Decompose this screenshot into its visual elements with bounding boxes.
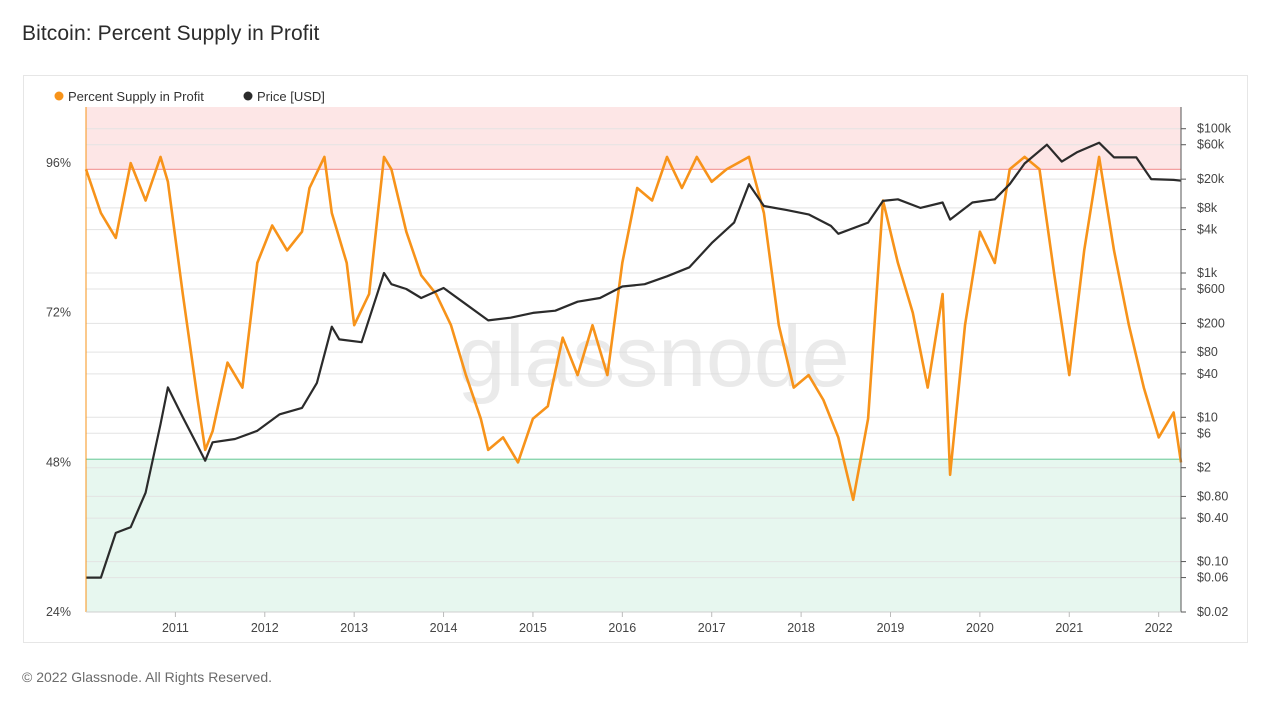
legend-marker (54, 91, 64, 101)
legend-label: Percent Supply in Profit (68, 89, 204, 104)
chart: glassnode 96% 72% 48% 24% $100k $60k $20k $8k $4… (46, 89, 1232, 635)
right-axis-tick-label: $1k (1197, 266, 1218, 280)
copyright-footer: © 2022 Glassnode. All Rights Reserved. (22, 669, 273, 685)
right-axis-tick-label: $80 (1197, 345, 1218, 359)
watermark: glassnode (457, 309, 849, 405)
x-axis-tick-label: 2011 (162, 621, 189, 635)
right-axis-tick-label: $600 (1197, 282, 1225, 296)
chart-frame: glassnode 96% 72% 48% 24% $100k $60k $20k $8k $4… (23, 75, 1248, 643)
left-axis-tick-label: 24% (46, 605, 71, 619)
right-axis-tick-label: $0.10 (1197, 555, 1228, 569)
right-axis-tick-label: $8k (1197, 201, 1218, 215)
left-axis-tick-label: 72% (46, 306, 71, 320)
right-axis-tick-label: $60k (1197, 138, 1225, 152)
left-axis-tick-label: 48% (46, 455, 71, 469)
legend-marker (243, 91, 253, 101)
right-axis-tick-label: $4k (1197, 223, 1218, 237)
x-axis-tick-label: 2022 (1145, 621, 1173, 635)
x-axis-tick-label: 2012 (251, 621, 279, 635)
x-axis-tick-label: 2014 (430, 621, 458, 635)
right-axis-tick-label: $2 (1197, 461, 1211, 475)
right-axis-tick-label: $200 (1197, 316, 1225, 330)
right-axis-tick-label: $0.80 (1197, 489, 1228, 503)
left-axis-tick-label: 96% (46, 156, 71, 170)
right-axis-tick-label: $0.02 (1197, 605, 1228, 619)
x-axis-tick-label: 2019 (877, 621, 905, 635)
x-axis-tick-label: 2015 (519, 621, 547, 635)
series-line-percent-supply (84, 155, 1183, 502)
x-axis-tick-label: 2013 (340, 621, 368, 635)
lower-band (86, 459, 1181, 612)
x-axis-tick-label: 2017 (698, 621, 726, 635)
upper-band (86, 107, 1181, 170)
legend-label: Price [USD] (257, 89, 325, 104)
right-axis-tick-label: $0.06 (1197, 571, 1228, 585)
x-axis-tick-label: 2016 (608, 621, 636, 635)
right-axis-tick-label: $20k (1197, 172, 1225, 186)
series-line-price (86, 141, 1182, 579)
x-axis-tick-label: 2021 (1055, 621, 1083, 635)
x-axis-tick-label: 2020 (966, 621, 994, 635)
x-axis-tick-label: 2018 (787, 621, 815, 635)
right-axis-tick-label: $10 (1197, 410, 1218, 424)
right-axis-tick-label: $100k (1197, 122, 1232, 136)
right-axis-tick-label: $40 (1197, 367, 1218, 381)
right-axis-tick-label: $0.40 (1197, 511, 1228, 525)
chart-title: Bitcoin: Percent Supply in Profit (22, 22, 320, 45)
right-axis-tick-label: $6 (1197, 426, 1211, 440)
